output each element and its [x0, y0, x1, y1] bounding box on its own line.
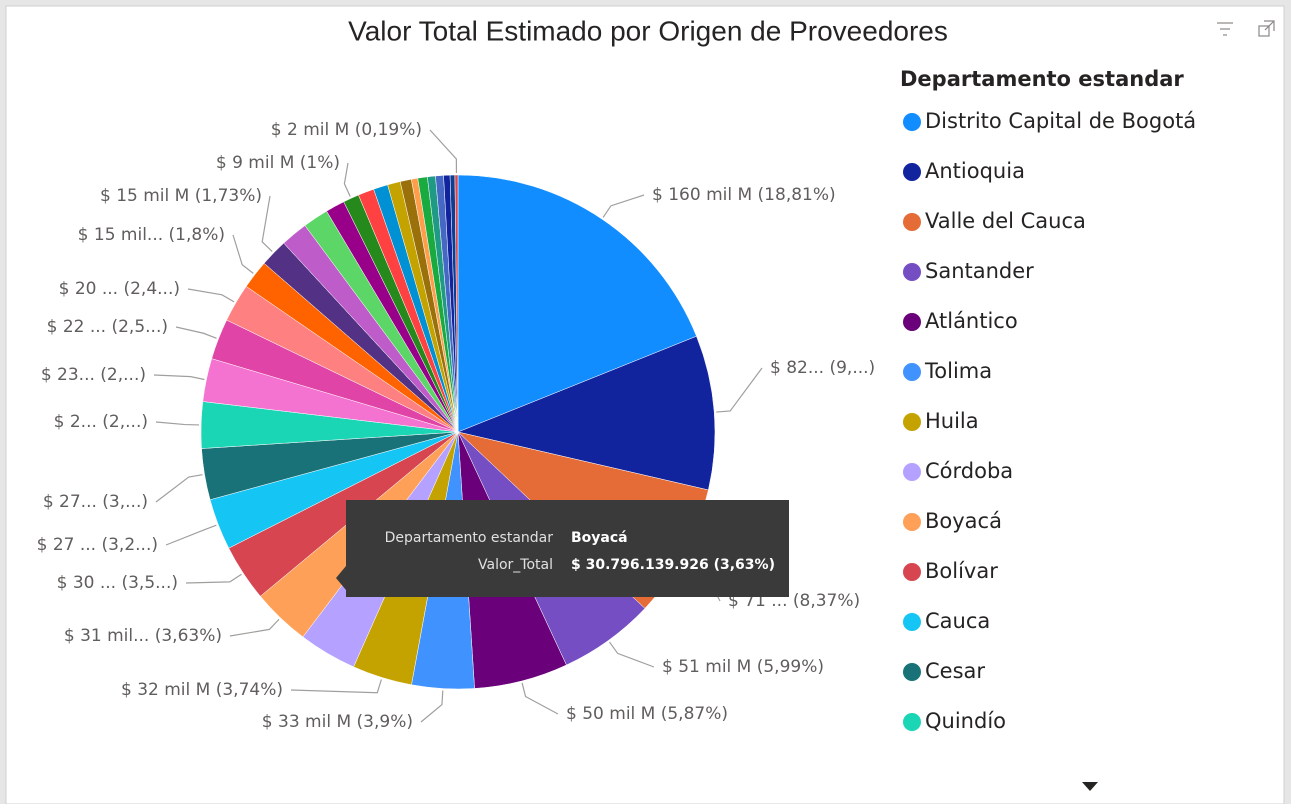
data-label: $ 32 mil M (3,74%) [121, 680, 283, 700]
data-label: $ 15 mil... (1,8%) [78, 225, 225, 245]
data-label: $ 22 ... (2,5...) [47, 317, 168, 337]
pie [200, 174, 716, 690]
tooltip-value: Boyacá [571, 530, 628, 546]
legend-title: Departamento estandar [900, 67, 1184, 91]
data-label: $ 2 mil M (0,19%) [271, 120, 422, 140]
legend-label: Bolívar [925, 559, 998, 583]
legend-marker [903, 363, 921, 381]
pie-slice [457, 174, 697, 433]
data-label: $ 15 mil M (1,73%) [100, 186, 262, 206]
pie-slice [454, 174, 459, 433]
data-label: $ 27... (3,...) [43, 492, 148, 512]
legend-marker [903, 163, 921, 181]
legend-label: Atlántico [925, 309, 1018, 333]
legend-label: Boyacá [925, 509, 1002, 533]
legend-label: Tolima [924, 359, 992, 383]
legend-marker [903, 663, 921, 681]
legend-marker [903, 713, 921, 731]
tooltip-box [346, 500, 789, 597]
tooltip-value: $ 30.796.139.926 (3,63%) [571, 557, 775, 573]
filter-icon[interactable] [1217, 22, 1233, 36]
leader-line [343, 162, 351, 197]
legend-label: Cauca [925, 609, 990, 633]
leader-line [187, 288, 235, 303]
leader-line [420, 690, 444, 723]
leader-line [290, 679, 382, 694]
leader-line [609, 641, 655, 668]
pie-slice [457, 335, 716, 491]
data-label: $ 2... (2,...) [54, 412, 148, 432]
leader-line [716, 367, 763, 413]
legend-marker [903, 313, 921, 331]
leader-line [175, 326, 217, 339]
leader-line [155, 474, 203, 503]
legend-label: Quindío [925, 709, 1006, 733]
focus-mode-icon[interactable] [1258, 20, 1275, 37]
legend-marker [903, 113, 921, 131]
tooltip-label: Departamento estandar [385, 530, 554, 546]
legend-marker [903, 463, 921, 481]
legend-marker [903, 613, 921, 631]
legend-label: Distrito Capital de Bogotá [925, 109, 1196, 133]
legend: Distrito Capital de Bogotá Antioquia Valle… [903, 109, 1196, 733]
leader-line [429, 129, 458, 174]
data-label: $ 30 ... (3,5...) [57, 573, 178, 593]
legend-marker [903, 213, 921, 231]
legend-marker [903, 263, 921, 281]
legend-label: Valle del Cauca [925, 209, 1086, 233]
leader-line [229, 618, 280, 637]
data-label: $ 20 ... (2,4...) [59, 279, 180, 299]
legend-marker [903, 563, 921, 581]
legend-label: Antioquia [925, 159, 1025, 183]
legend-label: Huila [925, 409, 979, 433]
tooltip: Departamento estandar Boyacá Valor_Total $ … [336, 500, 789, 597]
legend-marker [903, 413, 921, 431]
data-label: $ 27 ... (3,2...) [37, 535, 158, 555]
leader-line [261, 195, 273, 252]
data-label: $ 23... (2,...) [41, 365, 146, 385]
data-label: $ 33 mil M (3,9%) [262, 712, 413, 732]
leader-line [165, 524, 217, 546]
chart-title: Valor Total Estimado por Origen de Prove… [348, 15, 948, 46]
data-label: $ 9 mil M (1%) [216, 153, 340, 173]
tooltip-label: Valor_Total [478, 557, 553, 573]
legend-label: Córdoba [925, 459, 1013, 483]
legend-label: Santander [925, 259, 1034, 283]
data-label: $ 51 mil M (5,99%) [662, 657, 824, 677]
data-labels: $ 160 mil M (18,81%)$ 82... (9,...)$ 71 … [37, 120, 876, 732]
leader-line [602, 194, 645, 218]
leader-line [521, 682, 559, 715]
leader-line [185, 573, 242, 584]
data-label: $ 31 mil... (3,63%) [64, 626, 222, 646]
tooltip-pointer [336, 566, 346, 590]
leader-line [155, 421, 200, 426]
data-label: $ 160 mil M (18,81%) [652, 185, 836, 205]
legend-scroll-arrow[interactable] [1082, 782, 1098, 791]
leader-line [232, 234, 254, 274]
data-label: $ 82... (9,...) [770, 358, 875, 378]
legend-label: Cesar [925, 659, 985, 683]
data-label: $ 50 mil M (5,87%) [566, 704, 728, 724]
leader-line [153, 374, 205, 381]
legend-marker [903, 513, 921, 531]
